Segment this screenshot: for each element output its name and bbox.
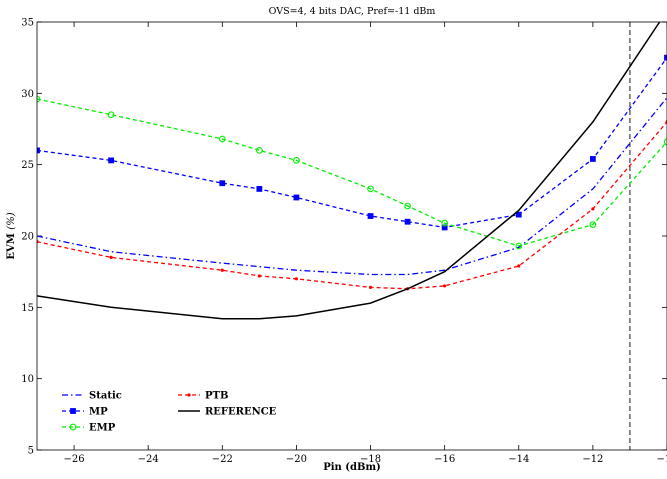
series-line xyxy=(37,98,667,247)
legend-label: MP xyxy=(89,407,108,418)
data-point xyxy=(515,211,522,218)
legend-item-reference: REFERENCE xyxy=(178,407,277,418)
data-point xyxy=(219,180,226,187)
data-point xyxy=(368,285,373,289)
y-tick-label: 15 xyxy=(21,303,34,314)
y-axis-title: EVM (%) xyxy=(6,212,17,259)
x-tick-label: −14 xyxy=(508,454,529,465)
data-point xyxy=(256,147,263,154)
data-point xyxy=(257,274,261,278)
data-point xyxy=(443,284,447,288)
axis-ticks: −26 −24 −22 −20 −18 −16 −14 −12 −10 5 10 15 20 25 30 35 xyxy=(21,18,667,465)
data-point xyxy=(404,202,411,210)
legend-item-static: Static xyxy=(62,391,122,402)
y-axis-title-main: EVM xyxy=(6,233,17,259)
y-tick-label: 35 xyxy=(21,18,34,29)
data-point xyxy=(220,268,224,272)
data-point xyxy=(367,213,374,219)
data-point xyxy=(293,157,300,164)
plot-frame xyxy=(36,21,667,451)
data-point xyxy=(515,242,523,250)
data-point xyxy=(256,186,263,192)
y-axis-title-unit: (%) xyxy=(6,212,17,229)
series-static xyxy=(37,97,667,276)
legend-label: EMP xyxy=(89,423,116,434)
x-tick-label: −26 xyxy=(64,454,85,465)
legend-label: Static xyxy=(89,391,122,402)
series-line xyxy=(37,22,661,320)
data-point xyxy=(69,423,77,431)
series-line xyxy=(37,97,667,276)
y-tick-label: 30 xyxy=(21,89,34,100)
x-tick-label: −10 xyxy=(656,454,667,465)
data-point xyxy=(37,147,40,154)
y-tick-label: 20 xyxy=(21,232,34,243)
data-point xyxy=(517,264,521,268)
series-ptb xyxy=(37,120,667,291)
legend: Static MP EMP PTB REFERENCE xyxy=(62,391,277,434)
data-point xyxy=(589,221,597,228)
chart-title: OVS=4, 4 bits DAC, Pref=-11 dBm xyxy=(269,6,436,17)
x-tick-label: −16 xyxy=(434,454,455,465)
data-point xyxy=(70,408,76,414)
x-axis-title: Pin (dBm) xyxy=(323,462,381,473)
data-point xyxy=(663,138,667,146)
data-point xyxy=(218,135,226,143)
data-point xyxy=(441,219,448,227)
plot-area xyxy=(37,22,667,450)
data-point xyxy=(293,194,300,201)
series-mp xyxy=(37,54,667,231)
data-point xyxy=(404,218,411,225)
x-tick-label: −12 xyxy=(582,454,603,465)
data-point xyxy=(294,277,299,281)
series-layer xyxy=(37,22,667,450)
legend-item-mp: MP xyxy=(62,407,108,418)
data-point xyxy=(367,185,374,193)
x-tick-label: −24 xyxy=(138,454,159,465)
y-tick-label: 25 xyxy=(21,160,34,171)
series-line xyxy=(37,57,667,229)
data-point xyxy=(664,54,667,61)
data-point xyxy=(108,157,115,164)
data-point xyxy=(107,111,115,119)
series-emp xyxy=(37,95,667,250)
legend-label: REFERENCE xyxy=(205,407,277,418)
data-point xyxy=(109,255,113,259)
x-tick-label: −22 xyxy=(212,454,233,465)
y-tick-label: 10 xyxy=(21,374,34,385)
x-tick-label: −18 xyxy=(360,454,381,465)
data-point xyxy=(187,393,191,397)
data-point xyxy=(441,224,448,231)
y-tick-label: 5 xyxy=(28,446,34,457)
data-point xyxy=(589,156,596,162)
legend-item-ptb: PTB xyxy=(178,391,228,402)
legend-item-emp: EMP xyxy=(62,423,116,434)
legend-label: PTB xyxy=(205,391,228,402)
data-point xyxy=(591,207,595,211)
x-tick-label: −20 xyxy=(286,454,307,465)
series-reference xyxy=(37,22,661,320)
